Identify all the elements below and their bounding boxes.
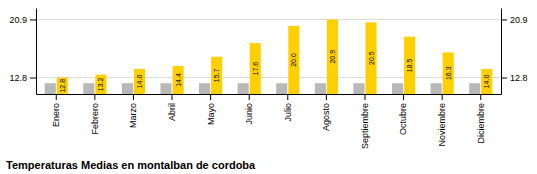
- bar: [95, 75, 106, 94]
- bar: [353, 83, 364, 94]
- data-label: 14.0: [136, 75, 143, 89]
- axis-line: [36, 9, 37, 95]
- bar: [392, 83, 403, 94]
- data-labels: 12.8 13.2 14.0 14.4 15.7 17.6 20.0 20.9 20.5 18.5…: [59, 50, 490, 93]
- data-label: 20.9: [329, 50, 336, 64]
- bar: [250, 43, 261, 94]
- bar: [443, 52, 454, 94]
- data-label: 14.0: [483, 75, 490, 89]
- bar: [199, 83, 210, 94]
- data-label: 13.2: [97, 77, 104, 91]
- tick: Julio: [283, 94, 293, 122]
- tick: Enero: [51, 94, 61, 127]
- data-label: 20.5: [368, 51, 375, 65]
- tick: 20.9: [501, 15, 528, 25]
- bar: [45, 83, 56, 94]
- tick: Febrero: [90, 94, 100, 135]
- tick: Noviembre: [437, 94, 447, 147]
- bar-series: [57, 19, 493, 94]
- bar: [122, 83, 133, 94]
- tick-mark: [133, 94, 134, 100]
- tick: Diciembre: [476, 94, 486, 144]
- tick-label: Febrero: [90, 103, 100, 135]
- bar: [365, 22, 376, 94]
- tick: Junio: [244, 94, 254, 125]
- tick-label: Octubre: [398, 103, 408, 135]
- bar: [57, 78, 68, 94]
- bar: [288, 26, 299, 94]
- tick: Octubre: [398, 94, 408, 135]
- bar: [211, 57, 222, 94]
- bar: [327, 19, 338, 94]
- tick: Septiembre: [360, 94, 370, 149]
- bar: [238, 83, 249, 94]
- tick-label: Junio: [244, 103, 254, 125]
- bar: [173, 66, 184, 94]
- tick-label: Diciembre: [476, 103, 486, 144]
- tick: Agosto: [321, 94, 331, 131]
- tick-label: Enero: [51, 103, 61, 127]
- data-label: 16.3: [445, 66, 452, 80]
- tick-mark: [326, 94, 327, 100]
- tick: Marzo: [128, 94, 138, 128]
- tick-mark: [442, 94, 443, 100]
- tick: Abril: [167, 94, 177, 121]
- bar: [469, 83, 480, 94]
- title: Temperaturas Medias en montalban de cord…: [6, 159, 256, 171]
- tick-label: 20.9: [510, 15, 528, 25]
- tick-label: Julio: [283, 103, 293, 122]
- data-label: 15.7: [213, 68, 220, 82]
- tick-mark: [249, 94, 250, 100]
- x-axis: Enero Febrero Marzo Abril Mayo Junio Julio Agos…: [37, 94, 502, 149]
- tick-mark: [210, 94, 211, 100]
- tick-mark: [501, 78, 507, 79]
- bar: [481, 69, 492, 94]
- bar: [134, 69, 145, 94]
- bar: [404, 37, 415, 94]
- tick-mark: [480, 94, 481, 100]
- tick-label: 12.8: [9, 73, 27, 83]
- bar: [431, 83, 442, 94]
- axis-line: [37, 94, 502, 95]
- tick-label: 20.9: [9, 15, 27, 25]
- tick-mark: [30, 19, 36, 20]
- grid-line: [36, 19, 501, 20]
- grid: [36, 19, 501, 77]
- tick-label: Septiembre: [360, 103, 370, 149]
- bar: [276, 83, 287, 94]
- tick-label: Abril: [167, 103, 177, 121]
- data-label: 14.4: [175, 73, 182, 87]
- y-axis: 12.8 20.9: [9, 9, 36, 95]
- data-label: 12.8: [59, 79, 66, 93]
- axis-line: [501, 9, 502, 95]
- bar: [83, 83, 94, 94]
- data-label: 20.0: [290, 53, 297, 67]
- tick-mark: [56, 94, 57, 100]
- chart: 12.8 20.9 12.8 20.9 Enero Febrero Marzo Abril Ma…: [0, 0, 537, 174]
- tick-mark: [364, 94, 365, 100]
- tick-label: 12.8: [510, 73, 528, 83]
- data-label: 18.5: [406, 58, 413, 72]
- tick-mark: [172, 94, 173, 100]
- bar: [315, 83, 326, 94]
- tick: 12.8: [9, 73, 36, 83]
- tick-mark: [403, 94, 404, 100]
- tick-mark: [30, 78, 36, 79]
- plot-root: 12.8 20.9 12.8 20.9 Enero Febrero Marzo Abril Ma…: [9, 9, 527, 170]
- tick-mark: [287, 94, 288, 100]
- tick-mark: [94, 94, 95, 100]
- tick-label: Mayo: [205, 103, 215, 125]
- y2-axis: 12.8 20.9: [501, 9, 528, 95]
- tick: 20.9: [9, 15, 36, 25]
- bar: [160, 83, 171, 94]
- tick: Mayo: [205, 94, 215, 125]
- tick-label: Noviembre: [437, 103, 447, 147]
- data-label: 17.6: [252, 62, 259, 76]
- tick-label: Agosto: [321, 103, 331, 131]
- tick: 12.8: [501, 73, 528, 83]
- bars: [45, 19, 493, 94]
- tick-label: Marzo: [128, 103, 138, 128]
- tick-mark: [501, 19, 507, 20]
